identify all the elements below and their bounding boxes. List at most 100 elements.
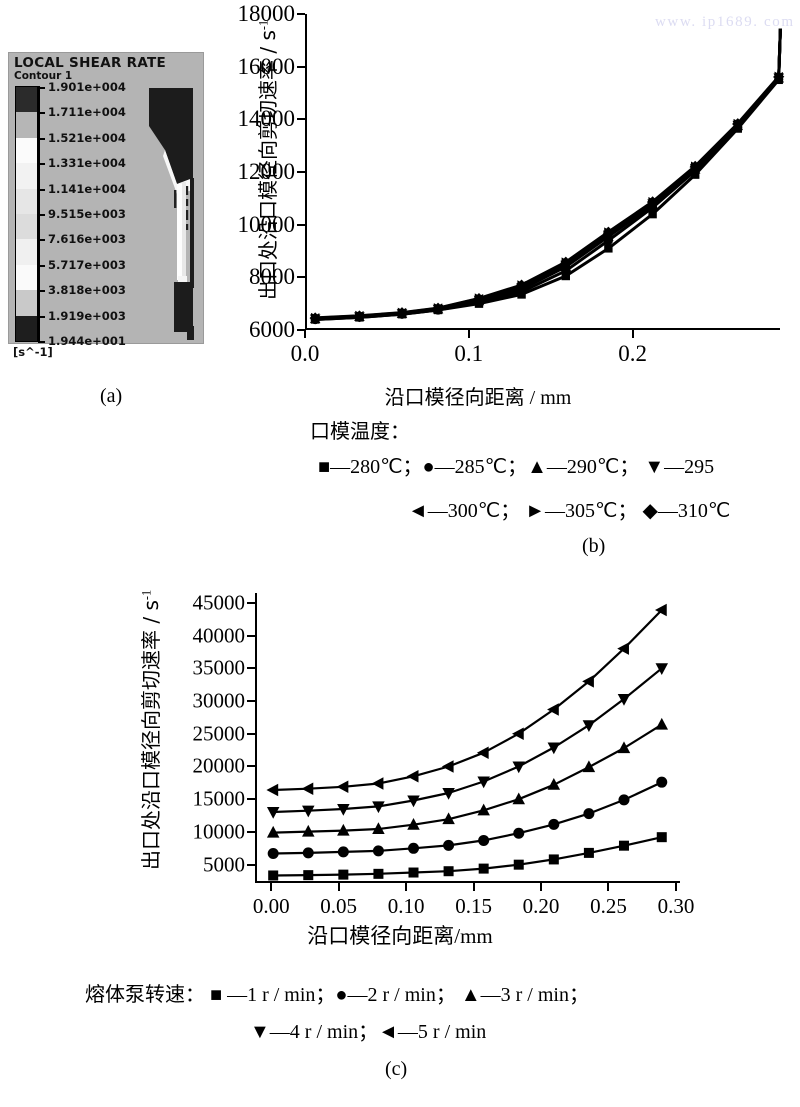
y-tick [247, 863, 255, 866]
chart-c: 5000 10000 15000 20000 25000 30000 35000 40000 4… [130, 575, 694, 918]
contour-plot-panel-a: LOCAL SHEAR RATE Contour 1 1.901e+004 1.7… [8, 52, 204, 359]
plot-area-b [305, 14, 785, 330]
colorbar-band [16, 112, 37, 138]
x-tick [270, 883, 273, 891]
x-tick-label: 0.00 [252, 894, 290, 918]
colorbar-tick [38, 315, 45, 318]
x-tick-label: 0.2 [618, 341, 647, 366]
y-tick [297, 171, 305, 173]
series-lines-b [309, 28, 785, 325]
colorbar-band [16, 290, 37, 316]
colorbar-band [16, 188, 37, 214]
caption-b: (b) [582, 535, 606, 557]
colorbar-value-label: 1.521e+004 [48, 130, 126, 145]
y-tick-label: 40000 [192, 623, 246, 648]
x-tick-label: 0.10 [387, 894, 425, 918]
y-tick [297, 65, 305, 68]
y-tick-label: 14000 [237, 106, 296, 132]
y-tick [297, 276, 305, 279]
x-tick-label: 0.20 [522, 894, 560, 918]
colorbar-unit: [s^-1] [13, 345, 53, 359]
y-tick-label: 15000 [192, 786, 246, 811]
y-axis-title-exponent: -1 [256, 19, 271, 31]
y-tick [247, 634, 255, 637]
y-axis-title-c: 出口处沿口模径向剪切速率 / s-1 [135, 590, 164, 870]
contour-colorbar [15, 86, 38, 342]
y-tick-label: 10000 [192, 819, 246, 844]
y-tick-label: 45000 [192, 590, 246, 615]
x-axis-title-c: 沿口模径向距离/mm [307, 924, 493, 948]
y-tick-label: 18000 [237, 1, 296, 26]
y-tick [297, 329, 305, 331]
y-tick-label: 16000 [237, 53, 296, 79]
x-tick-label: 0.15 [455, 894, 492, 918]
x-tick [540, 883, 543, 891]
x-tick-label: 0.05 [320, 894, 358, 918]
colorbar-value-label: 1.919e+003 [48, 308, 126, 323]
colorbar-value-label: 5.717e+003 [48, 257, 126, 272]
colorbar-band [16, 315, 37, 341]
site-watermark: www. ip1689. com [655, 14, 795, 30]
colorbar-band [16, 264, 37, 291]
y-tick [247, 798, 255, 801]
x-tick [405, 883, 408, 891]
colorbar-tick [38, 264, 45, 267]
y-tick [247, 732, 255, 735]
x-tick-label: 0.30 [657, 894, 695, 918]
legend-line1-b: ■—280℃；●—285℃；▲—290℃； ▼—295 [318, 456, 715, 478]
colorbar-tick [38, 341, 45, 343]
colorbar-tick [38, 87, 45, 89]
colorbar-band [16, 137, 37, 164]
colorbar-value-label: 1.901e+004 [48, 80, 126, 94]
colorbar-band [16, 213, 37, 240]
plot-area-c [255, 593, 680, 883]
y-tick-label: 12000 [237, 159, 296, 184]
y-tick-label: 10000 [237, 211, 296, 237]
x-tick [337, 883, 340, 891]
colorbar-band [16, 239, 37, 265]
y-axis-title-text: 出口处沿口模径向剪切速率 / s [139, 600, 163, 870]
colorbar-value-label: 3.818e+003 [48, 283, 126, 298]
contour-title: LOCAL SHEAR RATE [14, 55, 167, 71]
colorbar-tick [38, 188, 45, 191]
legend-line2-b: ◄—300℃； ►—305℃； ◆—310℃ [408, 500, 731, 522]
y-axis-title-text: 出口处沿口模径向剪切速率 / s [256, 30, 280, 300]
x-axis-title-b: 沿口模径向距离 / mm [384, 387, 572, 409]
chart-b: 6000 8000 10000 12000 14000 16000 18000 0.0 0.1… [230, 0, 800, 366]
y-tick [297, 223, 305, 226]
colorbar-value-label: 9.515e+003 [48, 207, 126, 221]
legend-line2-c: ▼—4 r / min；◄—5 r / min [250, 1021, 487, 1043]
x-tick [472, 883, 475, 891]
y-tick-label: 35000 [192, 655, 246, 680]
y-axis-title-exponent: -1 [139, 589, 154, 601]
x-tick-label: 0.0 [290, 341, 320, 366]
colorbar-value-label: 1.331e+004 [48, 156, 126, 171]
colorbar-value-label: 1.711e+004 [48, 105, 126, 120]
y-tick [247, 765, 255, 768]
x-tick [631, 330, 634, 338]
colorbar-value-label: 7.616e+003 [48, 232, 126, 247]
y-tick [247, 601, 255, 604]
x-tick-label: 0.1 [454, 341, 484, 366]
legend-line1-c: 熔体泵转速： ■ —1 r / min；●—2 r / min； ▲—3 r /… [85, 984, 589, 1006]
contour-subtitle: Contour 1 [14, 70, 73, 82]
colorbar-value-label: 1.944e+001 [48, 334, 126, 348]
colorbar-tick [38, 137, 45, 140]
colorbar-tick [38, 214, 45, 216]
colorbar-tick [38, 163, 45, 166]
caption-c: (c) [385, 1058, 408, 1080]
colorbar-tick [38, 112, 45, 115]
colorbar-band [16, 163, 37, 189]
x-tick [674, 883, 677, 891]
y-tick-label: 25000 [192, 721, 246, 746]
x-tick [467, 330, 470, 338]
y-tick [297, 13, 305, 15]
y-tick [247, 700, 255, 702]
colorbar-band [16, 87, 37, 113]
x-tick [607, 883, 610, 891]
y-tick-label: 5000 [203, 852, 245, 877]
legend-title-b: 口模温度： [310, 421, 410, 443]
series-lines-c [266, 603, 669, 881]
colorbar-value-label: 1.141e+004 [48, 181, 126, 196]
y-axis-title-b: 出口处沿口模径向剪切速率 / s-1 [252, 20, 281, 300]
